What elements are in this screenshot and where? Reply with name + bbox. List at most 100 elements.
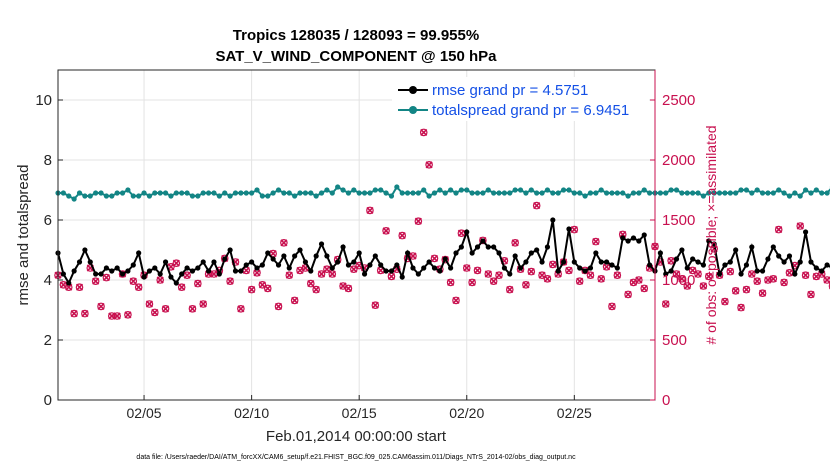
rmse-point bbox=[93, 271, 99, 277]
obs-possible-point bbox=[592, 237, 600, 246]
rmse-point bbox=[259, 262, 265, 268]
obs-possible-point bbox=[774, 225, 783, 234]
totalspread-point bbox=[254, 187, 260, 193]
obs-assimilated-point bbox=[81, 310, 89, 318]
rmse-point bbox=[243, 262, 249, 268]
rmse-point bbox=[404, 250, 411, 256]
rmse-point bbox=[361, 271, 368, 277]
totalspread-point bbox=[577, 190, 583, 196]
totalspread-point bbox=[609, 190, 615, 196]
totalspread-point bbox=[372, 187, 378, 193]
rmse-point bbox=[453, 250, 459, 256]
obs-assimilated-point bbox=[312, 286, 320, 294]
totalspread-point bbox=[125, 187, 131, 193]
obs-assimilated-point bbox=[371, 301, 379, 309]
rmse-point bbox=[109, 268, 115, 274]
obs-assimilated-point bbox=[533, 202, 541, 210]
obs-assimilated-point bbox=[317, 270, 326, 278]
rmse-point bbox=[684, 265, 690, 271]
obs-assimilated-point bbox=[188, 305, 197, 313]
obs-assimilated-point bbox=[253, 269, 261, 277]
obs-assimilated-point bbox=[65, 283, 73, 291]
obs-possible-point bbox=[473, 266, 482, 275]
obs-assimilated-point bbox=[662, 300, 670, 308]
totalspread-point bbox=[593, 190, 599, 196]
obs-assimilated-point bbox=[527, 268, 535, 276]
obs-assimilated-point bbox=[194, 280, 202, 288]
totalspread-point bbox=[453, 190, 459, 196]
obs-assimilated-point bbox=[420, 128, 428, 136]
totalspread-point bbox=[647, 190, 653, 196]
obs-assimilated-point bbox=[258, 281, 266, 289]
totalspread-point bbox=[603, 190, 610, 196]
totalspread-point bbox=[507, 190, 513, 196]
obs-assimilated-point bbox=[135, 283, 143, 291]
obs-possible-point bbox=[452, 296, 460, 305]
obs-assimilated-point bbox=[775, 226, 783, 234]
rmse-point bbox=[130, 262, 136, 268]
obs-assimilated-point bbox=[726, 268, 734, 276]
totalspread-point bbox=[205, 190, 212, 196]
obs-possible-point bbox=[484, 270, 493, 278]
obs-possible-point bbox=[468, 278, 476, 287]
totalspread-point bbox=[404, 190, 411, 196]
obs-assimilated-point bbox=[183, 271, 191, 279]
totalspread-point bbox=[329, 190, 335, 196]
rmse-point bbox=[329, 265, 335, 271]
totalspread-point bbox=[523, 190, 529, 196]
obs-assimilated-point bbox=[705, 272, 713, 280]
totalspread-point bbox=[302, 190, 309, 196]
obs-assimilated-point bbox=[457, 229, 465, 237]
obs-possible-point bbox=[678, 274, 686, 283]
totalspread-point bbox=[630, 190, 637, 196]
totalspread-point bbox=[571, 190, 577, 196]
obs-assimilated-point bbox=[570, 226, 578, 234]
rmse-point bbox=[254, 265, 260, 271]
x-tick-label: 02/20 bbox=[449, 405, 484, 421]
obs-assimilated-point bbox=[199, 300, 207, 308]
rmse-point bbox=[743, 262, 750, 268]
rmse-point bbox=[297, 247, 303, 253]
rmse-point bbox=[195, 265, 201, 271]
totalspread-point bbox=[410, 190, 416, 196]
totalspread-point bbox=[614, 190, 620, 196]
obs-assimilated-point bbox=[699, 282, 707, 290]
obs-possible-point bbox=[624, 290, 632, 299]
rmse-point bbox=[770, 244, 776, 250]
rmse-point bbox=[313, 253, 319, 259]
obs-possible-point bbox=[172, 259, 181, 268]
rmse-point bbox=[168, 274, 174, 280]
rmse-point bbox=[749, 244, 755, 250]
y2-tick-label: 2000 bbox=[662, 152, 695, 169]
totalspread-point bbox=[345, 190, 352, 196]
obs-assimilated-point bbox=[323, 265, 331, 273]
obs-assimilated-point bbox=[603, 263, 611, 271]
totalspread-point bbox=[98, 190, 104, 196]
totalspread-point bbox=[722, 190, 728, 196]
totalspread-point bbox=[700, 193, 707, 199]
obs-possible-point bbox=[306, 279, 315, 288]
totalspread-point bbox=[227, 193, 233, 199]
totalspread-point bbox=[560, 187, 567, 193]
totalspread-point bbox=[598, 187, 604, 193]
obs-possible-point bbox=[419, 128, 428, 137]
obs-assimilated-point bbox=[543, 275, 551, 283]
obs-assimilated-point bbox=[382, 227, 390, 235]
obs-assimilated-point bbox=[226, 277, 234, 285]
rmse-point bbox=[152, 265, 158, 271]
totalspread-point bbox=[216, 193, 222, 199]
totalspread-point bbox=[232, 190, 239, 196]
y-tick-label: 4 bbox=[44, 272, 52, 289]
obs-possible-point bbox=[748, 270, 756, 278]
rmse-point bbox=[523, 259, 529, 265]
obs-assimilated-point bbox=[425, 161, 433, 169]
totalspread-point bbox=[797, 193, 803, 199]
rmse-point bbox=[437, 268, 443, 274]
rmse-point bbox=[679, 247, 685, 253]
obs-assimilated-point bbox=[70, 310, 78, 318]
rmse-point bbox=[281, 253, 287, 259]
obs-possible-point bbox=[258, 280, 267, 289]
y2-tick-label: 500 bbox=[662, 332, 687, 349]
legend-rmse-label: rmse grand pr = 4.5751 bbox=[432, 82, 588, 99]
rmse-point bbox=[184, 265, 190, 271]
